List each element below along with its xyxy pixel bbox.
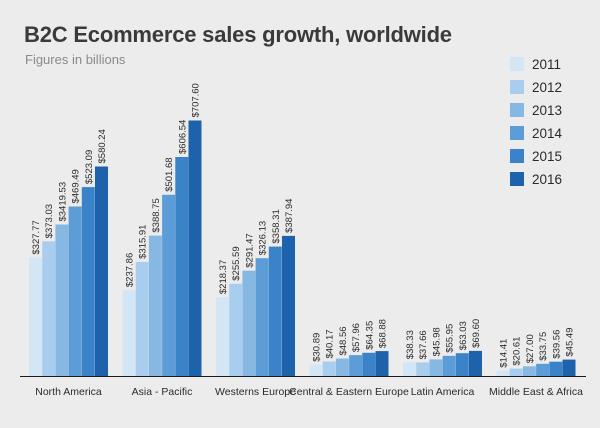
bar-2012-2: [229, 283, 243, 376]
value-label-2016-2: $387.94: [284, 199, 295, 233]
value-label-2014-2: $326.13: [258, 221, 269, 255]
legend-label-2016: 2016: [532, 172, 562, 187]
value-label-2014-0: $469.49: [71, 169, 82, 203]
legend-label-2013: 2013: [532, 103, 562, 118]
bar-2016-3: [375, 351, 389, 376]
value-label-2015-4: $63.03: [458, 321, 469, 350]
value-label-2011-4: $38.33: [405, 330, 416, 359]
legend-label-2012: 2012: [532, 80, 562, 95]
bar-2015-1: [175, 157, 189, 376]
bar-2014-0: [68, 206, 82, 376]
legend-label-2014: 2014: [532, 126, 563, 141]
x-tick-labels-layer: North America Asia - Pacific Westerns Euro…: [35, 386, 583, 398]
bars-layer: [29, 120, 576, 377]
value-label-2015-5: $39.56: [551, 330, 562, 359]
value-label-2012-2: $255.59: [231, 246, 242, 280]
bar-2016-5: [562, 359, 576, 376]
legend-label-2015: 2015: [532, 149, 562, 164]
bar-2016-4: [469, 350, 482, 376]
x-tick-label-4: Latin America: [411, 386, 475, 398]
value-label-2011-1: $237.86: [125, 253, 136, 287]
value-label-2012-3: $40.17: [325, 329, 336, 358]
bar-2014-3: [349, 355, 363, 376]
bar-2011-2: [216, 297, 229, 376]
value-label-2016-0: $580.24: [97, 129, 108, 163]
legend-swatch-2016: [510, 172, 524, 186]
bar-2013-3: [335, 358, 349, 376]
x-tick-label-2: Westerns Europe: [215, 386, 296, 398]
bar-2011-5: [496, 370, 510, 376]
legend-swatch-2013: [510, 103, 524, 117]
value-labels-layer: $327.77 $373.03 $3419.53 $469.49$523.09$580…: [31, 83, 576, 368]
value-label-2014-3: $57.96: [351, 323, 362, 352]
value-label-2011-0: $327.77: [31, 220, 42, 254]
chart-title: B2C Ecommerce sales growth, worldwide: [24, 22, 452, 47]
value-label-2012-5: $20.61: [512, 337, 523, 366]
bar-2014-2: [255, 258, 269, 376]
value-label-2013-3: $48.56: [338, 326, 349, 355]
value-label-2016-3: $68.88: [378, 319, 389, 348]
bar-2011-4: [403, 362, 416, 376]
value-label-2014-1: $501.68: [164, 157, 175, 191]
bar-2016-2: [282, 235, 295, 376]
bar-2012-3: [322, 361, 336, 376]
bar-2011-3: [309, 364, 323, 376]
value-label-2013-2: $291.47: [244, 233, 255, 267]
value-label-2011-2: $218.37: [218, 260, 229, 294]
bar-2013-2: [242, 270, 256, 376]
value-label-2015-0: $523.09: [84, 150, 95, 184]
bar-2014-5: [536, 363, 550, 376]
legend-swatch-2014: [510, 126, 524, 140]
legend: 2011 2012 2013 2014 2015 2016: [510, 57, 563, 187]
value-label-2014-5: $33.75: [538, 332, 549, 361]
bar-2012-4: [416, 362, 430, 376]
value-label-2014-4: $55.95: [445, 324, 456, 353]
legend-swatch-2012: [510, 80, 524, 94]
legend-swatch-2011: [510, 57, 524, 71]
value-label-2015-2: $358.31: [271, 209, 282, 243]
bar-2013-4: [429, 359, 443, 376]
bar-2015-2: [268, 246, 282, 376]
value-label-2013-5: $27.00: [525, 334, 536, 363]
bar-2012-0: [42, 241, 56, 376]
value-label-2015-3: $64.35: [364, 321, 375, 350]
value-label-2015-1: $606.54: [177, 120, 188, 154]
value-label-2011-3: $30.89: [312, 333, 323, 362]
value-label-2012-0: $373.03: [44, 204, 55, 238]
legend-label-2011: 2011: [532, 57, 561, 72]
bar-2015-0: [81, 187, 95, 376]
value-label-2013-0: $3419.53: [57, 182, 68, 222]
value-label-2011-5: $14.41: [499, 339, 510, 368]
x-tick-label-5: Middle East & Africa: [489, 386, 583, 398]
value-label-2012-1: $315.91: [138, 225, 149, 259]
bar-2014-1: [162, 194, 176, 376]
bar-2013-0: [55, 224, 69, 376]
bar-2011-0: [29, 257, 42, 376]
x-tick-label-0: North America: [35, 386, 102, 398]
value-label-2016-5: $45.49: [565, 328, 576, 357]
bar-2015-4: [455, 353, 469, 376]
bar-2014-4: [442, 355, 456, 376]
x-tick-label-1: Asia - Pacific: [132, 386, 193, 398]
chart-subtitle: Figures in billions: [25, 52, 126, 67]
bar-2015-5: [549, 361, 563, 376]
legend-swatch-2015: [510, 149, 524, 163]
bar-2016-0: [95, 166, 108, 376]
value-label-2016-1: $707.60: [191, 83, 202, 117]
bar-2012-1: [135, 261, 149, 376]
value-label-2012-4: $37.66: [418, 330, 429, 359]
bar-2013-5: [522, 366, 536, 377]
bar-2011-1: [122, 290, 136, 376]
bar-2013-1: [148, 235, 162, 376]
value-label-2013-1: $388.75: [151, 198, 162, 232]
bar-2012-5: [509, 368, 523, 376]
bar-2015-3: [362, 352, 376, 376]
x-tick-label-3: Central & Eastern Europe: [289, 386, 409, 398]
value-label-2013-4: $45.98: [431, 327, 442, 356]
value-label-2016-4: $69.60: [471, 319, 482, 348]
bar-2016-1: [188, 120, 202, 376]
